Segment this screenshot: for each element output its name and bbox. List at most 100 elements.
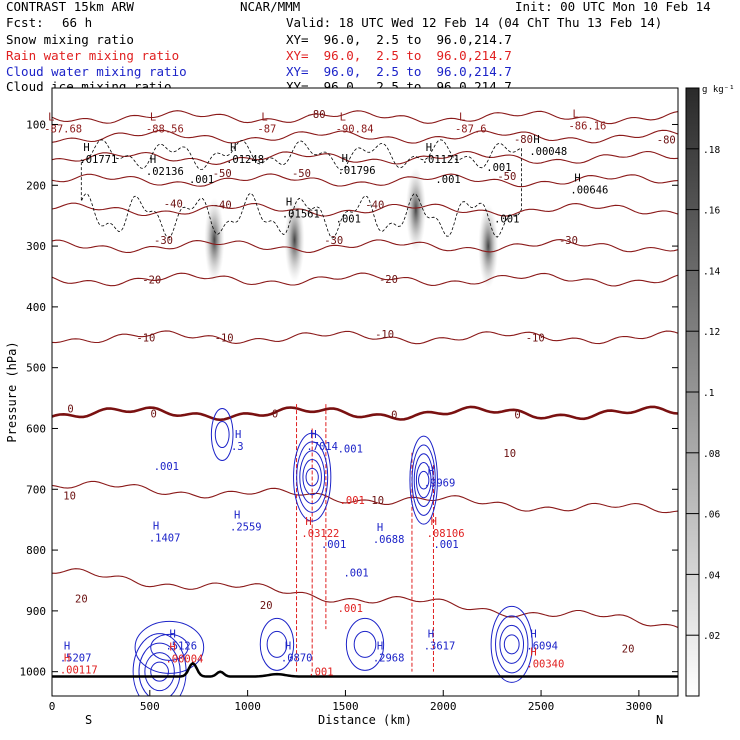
forecast-hour: 66 h [62, 15, 93, 30]
cloud-water-contour [266, 630, 288, 658]
svg-text:.08106: .08106 [427, 528, 465, 540]
contour-label: .001 [189, 174, 214, 186]
svg-text:.00004: .00004 [165, 654, 203, 666]
snow-max [284, 198, 305, 282]
x-tick-label: 3000 [626, 700, 653, 713]
svg-text:L: L [340, 111, 346, 123]
temperature-label: 10 [503, 448, 516, 460]
svg-text:.6094: .6094 [526, 640, 558, 652]
field-xy-snow: XY= 96.0, 2.5 to 96.0,214.7 [286, 32, 512, 47]
x-tick-label: 1500 [332, 700, 359, 713]
cloud-water-contour [210, 408, 234, 462]
temperature-label: -80 [307, 109, 326, 121]
cloud-water-contour [150, 661, 169, 682]
svg-text:H: H [431, 516, 437, 528]
cloud-water-contour [411, 444, 436, 516]
colorbar-tick-label: .14 [703, 266, 720, 277]
extremum-label: L-87 [257, 111, 276, 135]
north-end-label: N [656, 713, 663, 727]
cloud-water-contour [418, 470, 430, 490]
cloud-water-contour [413, 453, 434, 508]
temperature-contour [52, 150, 678, 165]
temperature-label: -10 [215, 332, 234, 344]
svg-text:.01561: .01561 [282, 209, 320, 221]
colorbar-tick-label: .02 [703, 631, 720, 642]
field-xy-cloud-water: XY= 96.0, 2.5 to 96.0,214.7 [286, 64, 512, 79]
field-label-cloud-water: Cloud water mixing ratio [6, 64, 187, 79]
y-tick-label: 100 [26, 118, 46, 131]
extremum-label: H.2968 [373, 640, 405, 664]
svg-text:H: H [574, 172, 580, 184]
temperature-label: 0 [272, 408, 278, 420]
extremum-label: L-87.6 [455, 111, 487, 135]
y-axis-title: Pressure (hPa) [5, 341, 19, 442]
colorbar-unit: g kg⁻¹ [702, 85, 735, 95]
svg-text:H: H [305, 516, 311, 528]
svg-text:L: L [459, 111, 465, 123]
terrain-line [52, 661, 678, 678]
svg-text:L: L [48, 111, 54, 123]
svg-text:H: H [286, 197, 292, 209]
extremum-label: H.00004 [165, 642, 203, 666]
svg-text:.00048: .00048 [529, 146, 567, 158]
contour-label: .001 [338, 444, 363, 456]
extremum-label: H.0870 [281, 640, 313, 664]
plot-frame [52, 88, 678, 696]
contour-label: .001 [308, 667, 333, 679]
temperature-contour [52, 568, 678, 629]
contour-label: .001 [321, 539, 346, 551]
svg-text:.5207: .5207 [60, 652, 92, 664]
temperature-label: -40 [365, 200, 384, 212]
x-tick-label: 2500 [528, 700, 555, 713]
svg-text:-87.6: -87.6 [455, 123, 487, 135]
svg-text:H: H [342, 153, 348, 165]
cloud-water-contour [214, 421, 230, 449]
x-tick-label: 500 [140, 700, 160, 713]
contour-label: .001 [340, 495, 365, 507]
temperature-label: -40 [164, 199, 183, 211]
contour-label: .001 [433, 539, 458, 551]
svg-text:.1407: .1407 [149, 533, 181, 545]
extremum-label: H.3617 [424, 628, 456, 652]
extremum-label: H.5126 [165, 628, 197, 652]
temperature-label: -10 [136, 332, 155, 344]
extremum-label: H.00646 [570, 172, 608, 196]
extremum-label: H.2559 [230, 510, 262, 534]
x-tick-label: 0 [49, 700, 56, 713]
cloud-water-contour [409, 435, 438, 525]
temperature-label: -30 [559, 235, 578, 247]
svg-text:H: H [150, 154, 156, 166]
cloud-water-contour [345, 617, 385, 671]
cloud-water-contour [490, 605, 533, 683]
svg-text:.00117: .00117 [60, 665, 98, 677]
temperature-label: 0 [151, 408, 157, 420]
svg-text:H: H [377, 522, 383, 534]
colorbar-tick-label: .04 [703, 570, 720, 581]
valid-time: Valid: 18 UTC Wed 12 Feb 14 (04 ChT Thu … [286, 15, 663, 30]
center-name: NCAR/MMM [240, 0, 301, 14]
y-tick-label: 900 [26, 605, 46, 618]
cloud-water-contour [415, 462, 432, 499]
temperature-label: 10 [63, 490, 76, 502]
cloud-water-contour [134, 620, 205, 674]
contour-label: .001 [494, 214, 519, 226]
cloud-water-contour [302, 459, 322, 496]
temperature-contour [52, 405, 678, 422]
x-tick-label: 2000 [430, 700, 457, 713]
colorbar-tick-label: .18 [703, 145, 720, 156]
svg-text:H: H [153, 521, 159, 533]
colorbar-tick-label: .16 [703, 206, 720, 217]
svg-text:.01796: .01796 [338, 165, 376, 177]
extremum-label: H.01248 [226, 142, 264, 166]
svg-text:.00340: .00340 [526, 659, 564, 671]
extremum-label: H.3 [231, 429, 244, 453]
extremum-label: H.01771 [79, 142, 117, 166]
svg-text:.01121: .01121 [422, 154, 460, 166]
svg-text:H: H [533, 134, 539, 146]
y-tick-label: 400 [26, 301, 46, 314]
colorbar-tick-label: .12 [703, 327, 720, 338]
y-tick-label: 600 [26, 422, 46, 435]
svg-text:.2968: .2968 [373, 652, 405, 664]
extremum-label: H.03122 [301, 516, 339, 540]
svg-text:.0688: .0688 [373, 534, 405, 546]
